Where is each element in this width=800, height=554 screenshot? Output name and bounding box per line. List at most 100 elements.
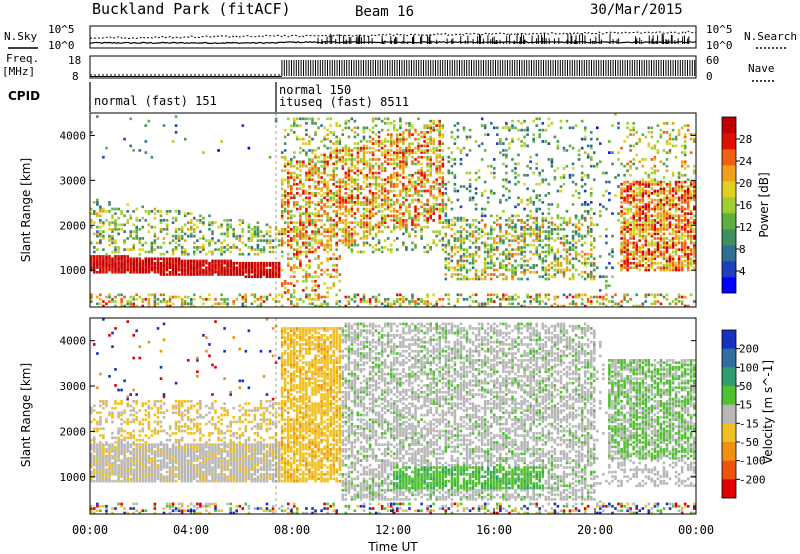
echo-cell <box>308 167 311 170</box>
echo-cell <box>517 180 520 184</box>
echo-cell <box>571 248 575 251</box>
echo-cell <box>614 194 617 197</box>
echo-cell <box>671 187 675 191</box>
echo-cell <box>626 246 629 249</box>
echo-cell <box>183 248 187 251</box>
echo-cell <box>532 203 535 206</box>
echo-cell <box>259 264 263 267</box>
echo-cell <box>435 158 438 161</box>
echo-cell <box>393 214 396 218</box>
echo-cell <box>241 241 245 245</box>
echo-cell <box>441 142 445 145</box>
echo-cell <box>105 252 108 256</box>
echo-cell <box>656 266 660 270</box>
echo-cell <box>320 214 323 218</box>
echo-cell <box>629 250 632 254</box>
echo-cell <box>362 293 366 297</box>
echo-cell <box>544 270 548 274</box>
echo-cell <box>335 270 338 274</box>
echo-cell <box>665 194 669 197</box>
echo-cell <box>462 264 466 267</box>
echo-cell <box>508 252 511 256</box>
echo-cell <box>662 295 666 299</box>
echo-cell <box>383 151 387 154</box>
echo-cell <box>250 302 254 306</box>
echo-cell <box>377 185 381 188</box>
echo-cell <box>599 234 602 238</box>
echo-cell <box>517 219 520 222</box>
echo-cell <box>623 219 626 222</box>
echo-cell <box>508 268 511 272</box>
echo-cell <box>120 261 123 265</box>
echo-cell <box>665 131 669 134</box>
echo-cell <box>199 264 202 267</box>
echo-cell <box>414 302 417 306</box>
echo-cell <box>408 135 411 139</box>
echo-cell <box>541 257 545 261</box>
echo-cell <box>299 146 302 150</box>
echo-cell <box>483 270 487 274</box>
echo-cell <box>662 187 666 191</box>
echo-cell <box>486 266 490 270</box>
echo-cell <box>147 210 151 213</box>
echo-cell <box>547 252 551 256</box>
echo-cell <box>368 207 372 211</box>
echo-cell <box>535 232 538 236</box>
echo-cell <box>438 149 441 152</box>
echo-cell <box>180 304 184 308</box>
echo-cell <box>674 243 678 247</box>
echo-cell <box>414 219 417 222</box>
echo-cell <box>599 142 602 145</box>
echo-cell <box>362 144 366 148</box>
echo-cell <box>256 243 260 247</box>
echo-cell <box>323 192 326 195</box>
echo-cell <box>632 196 635 200</box>
echo-cell <box>150 261 154 265</box>
echo-cell <box>223 261 226 265</box>
echo-cell <box>117 216 120 220</box>
echo-cell <box>517 173 520 177</box>
echo-cell <box>347 239 351 242</box>
echo-cell <box>483 268 487 272</box>
echo-cell <box>635 192 638 195</box>
echo-cell <box>280 239 284 242</box>
echo-cell <box>147 230 151 233</box>
echo-cell <box>359 169 363 173</box>
echo-cell <box>132 302 135 306</box>
echo-cell <box>426 300 429 303</box>
echo-cell <box>302 182 305 186</box>
echo-cell <box>550 203 554 206</box>
echo-cell <box>347 173 351 177</box>
echo-cell <box>241 234 245 238</box>
echo-cell <box>629 210 632 213</box>
echo-cell <box>323 246 326 249</box>
echo-cell <box>620 214 623 218</box>
echo-cell <box>532 189 535 193</box>
echo-cell <box>396 216 399 220</box>
echo-cell <box>238 266 242 270</box>
echo-cell <box>650 221 654 224</box>
echo-cell <box>647 185 651 188</box>
echo-cell <box>299 164 302 168</box>
echo-cell <box>659 192 663 195</box>
echo-cell <box>632 133 635 136</box>
echo-cell <box>611 162 614 166</box>
echo-cell <box>526 268 529 272</box>
echo-cell <box>353 178 357 182</box>
echo-cell <box>647 210 651 213</box>
echo-cell <box>632 225 635 229</box>
echo-cell <box>617 212 620 215</box>
echo-cell <box>302 234 305 238</box>
echo-cell <box>317 187 320 191</box>
echo-cell <box>259 248 263 251</box>
echo-cell <box>235 261 238 265</box>
echo-cell <box>571 275 575 279</box>
echo-cell <box>656 189 660 193</box>
echo-cell <box>326 155 329 159</box>
echo-cell <box>371 212 375 215</box>
echo-cell <box>238 273 242 276</box>
echo-cell <box>126 255 129 258</box>
echo-cell <box>517 246 520 249</box>
echo-cell <box>283 286 287 290</box>
echo-cell <box>402 149 405 152</box>
